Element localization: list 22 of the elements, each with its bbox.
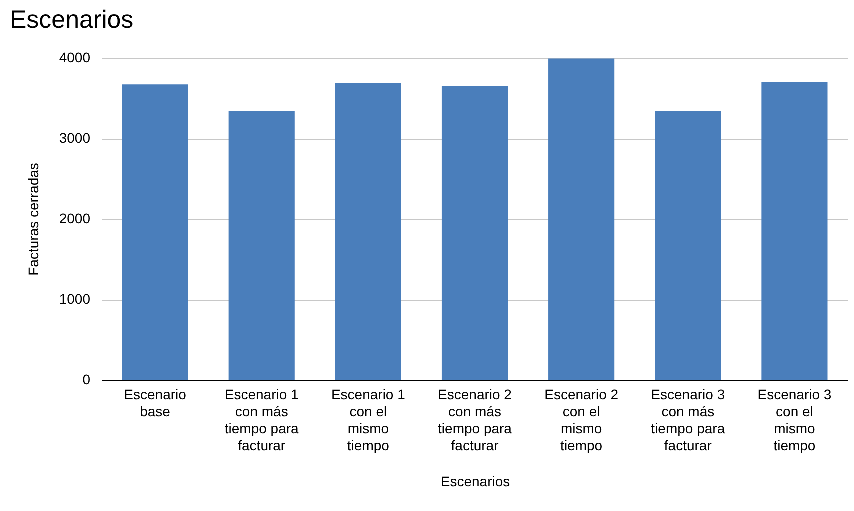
x-tick-label: Escenario 1 con más tiempo para facturar	[224, 386, 300, 454]
bar	[655, 111, 722, 380]
bar	[548, 58, 615, 380]
bar	[442, 86, 508, 380]
bar	[762, 82, 828, 380]
y-tick-label: 2000	[59, 210, 91, 226]
y-tick-label: 4000	[59, 50, 91, 66]
bar	[228, 111, 295, 380]
y-tick-label: 1000	[59, 291, 91, 307]
x-tick-label: Escenario 2 con más tiempo para facturar	[438, 386, 512, 454]
y-tick-label: 3000	[59, 130, 91, 146]
x-tick-label: Escenario 3 con el mismo tiempo	[758, 386, 832, 454]
y-tick-label: 0	[82, 372, 91, 388]
bar	[122, 84, 188, 380]
bar	[335, 82, 402, 380]
y-axis-title: Facturas cerradas	[25, 163, 42, 276]
x-tick-label: Escenario 2 con el mismo tiempo	[544, 386, 619, 454]
x-tick-label: Escenario 1 con el mismo tiempo	[331, 386, 406, 454]
x-tick-label: Escenario 3 con más tiempo para facturar	[651, 386, 726, 454]
chart-title: Escenarios	[10, 6, 134, 34]
x-tick-label: Escenario base	[124, 386, 187, 420]
x-axis-title: Escenarios	[440, 474, 510, 490]
